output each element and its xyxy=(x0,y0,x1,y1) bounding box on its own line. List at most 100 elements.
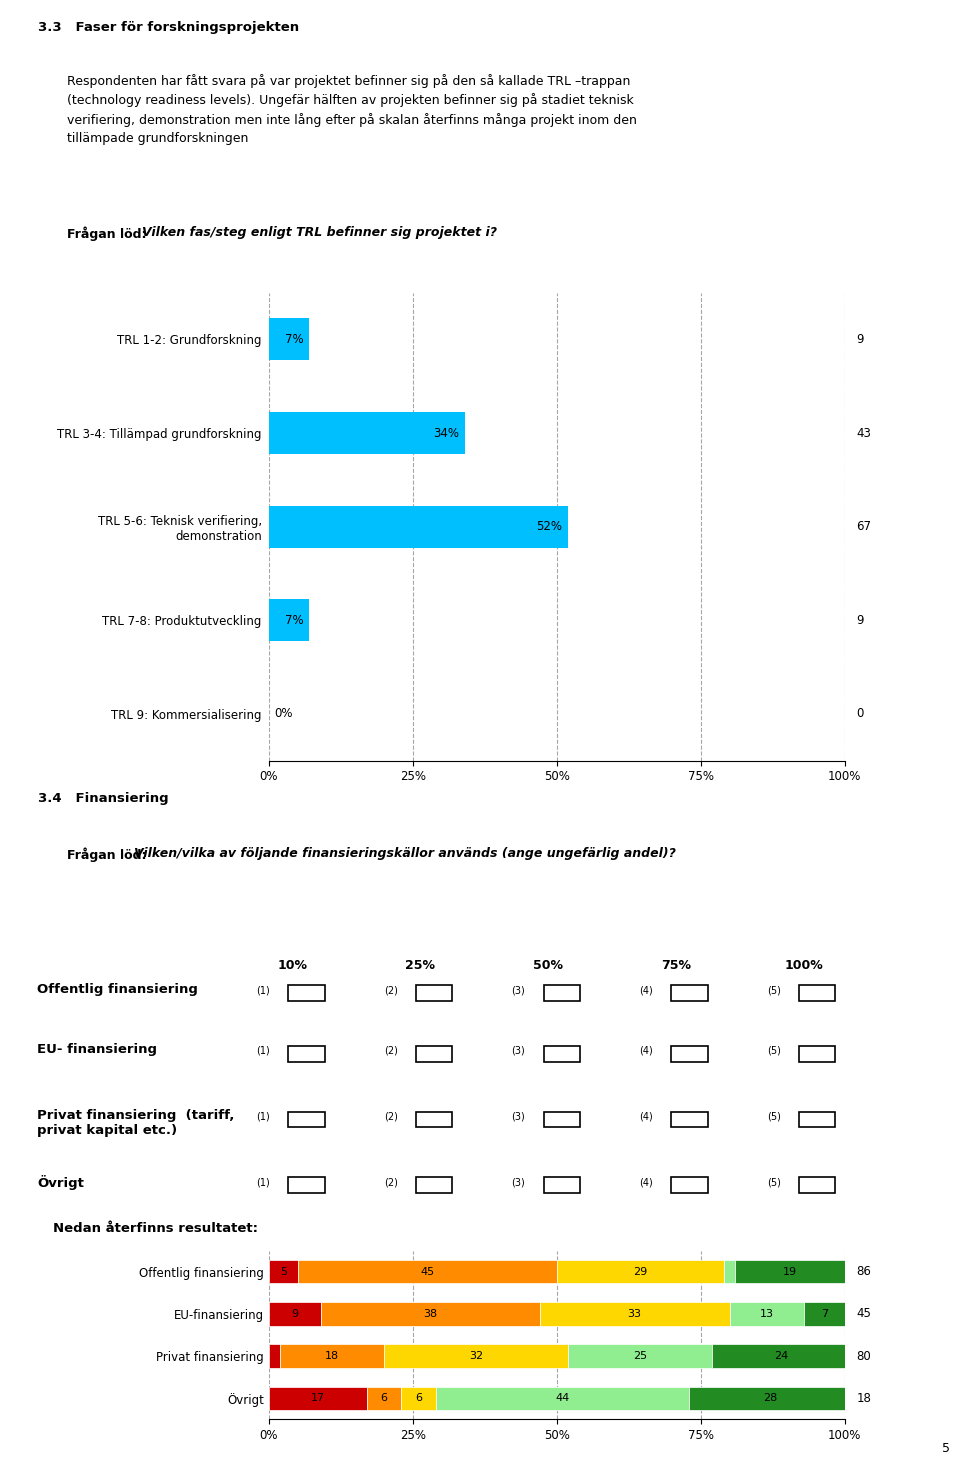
FancyBboxPatch shape xyxy=(671,1112,708,1128)
FancyBboxPatch shape xyxy=(671,1178,708,1194)
FancyBboxPatch shape xyxy=(543,1046,580,1062)
Text: (3): (3) xyxy=(512,985,525,995)
Text: 17: 17 xyxy=(311,1393,324,1403)
Text: 45: 45 xyxy=(856,1308,871,1321)
Text: Vilken/vilka av följande finansieringskällor används (ange ungefärlig andel)?: Vilken/vilka av följande finansieringskä… xyxy=(134,847,676,860)
Text: Övrigt: Övrigt xyxy=(37,1175,84,1189)
Text: 13: 13 xyxy=(760,1309,774,1320)
Text: 80: 80 xyxy=(856,1349,871,1362)
Text: Offentlig finansiering: Offentlig finansiering xyxy=(37,983,199,995)
Bar xyxy=(557,1260,724,1283)
Text: 7: 7 xyxy=(821,1309,828,1320)
FancyBboxPatch shape xyxy=(288,1046,324,1062)
Bar xyxy=(280,1344,384,1368)
Bar xyxy=(269,1260,298,1283)
Text: 25: 25 xyxy=(634,1350,647,1361)
Text: 100%: 100% xyxy=(784,958,823,971)
FancyBboxPatch shape xyxy=(288,985,324,1001)
FancyBboxPatch shape xyxy=(671,985,708,1001)
Text: 10%: 10% xyxy=(277,958,308,971)
FancyBboxPatch shape xyxy=(543,1178,580,1194)
Bar xyxy=(689,1387,851,1410)
FancyBboxPatch shape xyxy=(416,1046,452,1062)
Text: 67: 67 xyxy=(856,521,872,533)
FancyBboxPatch shape xyxy=(288,1178,324,1194)
Text: (4): (4) xyxy=(639,985,653,995)
Bar xyxy=(269,1302,321,1325)
Text: 86: 86 xyxy=(856,1265,871,1279)
Text: 6: 6 xyxy=(380,1393,388,1403)
Text: (3): (3) xyxy=(512,1178,525,1188)
Text: (2): (2) xyxy=(384,1046,397,1056)
Text: (1): (1) xyxy=(256,1178,270,1188)
Text: (2): (2) xyxy=(384,985,397,995)
Text: 5: 5 xyxy=(943,1443,950,1454)
Text: 18: 18 xyxy=(325,1350,339,1361)
Text: (2): (2) xyxy=(384,1112,397,1122)
Text: (1): (1) xyxy=(256,1046,270,1056)
Text: 7%: 7% xyxy=(285,334,303,345)
Text: 3.4   Finansiering: 3.4 Finansiering xyxy=(38,791,169,805)
FancyBboxPatch shape xyxy=(799,1112,835,1128)
Text: Vilken fas/steg enligt TRL befinner sig projektet i?: Vilken fas/steg enligt TRL befinner sig … xyxy=(142,227,497,240)
Text: (1): (1) xyxy=(256,1112,270,1122)
Text: (5): (5) xyxy=(767,985,780,995)
Text: 45: 45 xyxy=(420,1267,434,1277)
FancyBboxPatch shape xyxy=(288,1112,324,1128)
Text: Respondenten har fått svara på var projektet befinner sig på den så kallade TRL : Respondenten har fått svara på var proje… xyxy=(67,73,637,145)
Bar xyxy=(269,600,309,641)
FancyBboxPatch shape xyxy=(799,1046,835,1062)
Text: (5): (5) xyxy=(767,1046,780,1056)
Bar xyxy=(735,1260,845,1283)
Text: 6: 6 xyxy=(415,1393,422,1403)
Text: (4): (4) xyxy=(639,1112,653,1122)
Bar xyxy=(724,1260,735,1283)
FancyBboxPatch shape xyxy=(799,1178,835,1194)
Text: (5): (5) xyxy=(767,1112,780,1122)
Bar xyxy=(269,319,309,360)
Text: (4): (4) xyxy=(639,1046,653,1056)
Bar xyxy=(269,1387,367,1410)
FancyBboxPatch shape xyxy=(416,1178,452,1194)
Bar xyxy=(712,1344,851,1368)
Bar xyxy=(401,1387,436,1410)
Bar xyxy=(436,1387,689,1410)
FancyBboxPatch shape xyxy=(671,1046,708,1062)
Text: 5: 5 xyxy=(279,1267,287,1277)
Text: 3.3   Faser för forskningsprojekten: 3.3 Faser för forskningsprojekten xyxy=(38,20,300,34)
Text: 32: 32 xyxy=(469,1350,483,1361)
Bar xyxy=(568,1344,712,1368)
Text: 9: 9 xyxy=(291,1309,299,1320)
Bar xyxy=(269,1344,280,1368)
Text: 44: 44 xyxy=(556,1393,569,1403)
Text: 19: 19 xyxy=(783,1267,797,1277)
Text: (3): (3) xyxy=(512,1046,525,1056)
Text: 25%: 25% xyxy=(405,958,436,971)
Text: 7%: 7% xyxy=(285,614,303,626)
FancyBboxPatch shape xyxy=(543,1112,580,1128)
FancyBboxPatch shape xyxy=(799,985,835,1001)
Bar xyxy=(321,1302,540,1325)
Text: Nedan återfinns resultatet:: Nedan återfinns resultatet: xyxy=(53,1223,258,1235)
Text: 50%: 50% xyxy=(533,958,564,971)
Bar xyxy=(384,1344,568,1368)
Text: 52%: 52% xyxy=(537,521,563,533)
Text: 38: 38 xyxy=(423,1309,437,1320)
Text: (5): (5) xyxy=(767,1178,780,1188)
Text: (4): (4) xyxy=(639,1178,653,1188)
Bar xyxy=(804,1302,845,1325)
Text: 18: 18 xyxy=(856,1391,871,1404)
Text: 9: 9 xyxy=(856,334,864,345)
Text: (2): (2) xyxy=(384,1178,397,1188)
Text: (3): (3) xyxy=(512,1112,525,1122)
Bar xyxy=(367,1387,401,1410)
Bar xyxy=(730,1302,804,1325)
Bar xyxy=(298,1260,557,1283)
Text: 34%: 34% xyxy=(433,427,459,439)
Text: (1): (1) xyxy=(256,985,270,995)
Text: Frågan löd:: Frågan löd: xyxy=(67,847,151,862)
FancyBboxPatch shape xyxy=(416,1112,452,1128)
Text: 0: 0 xyxy=(856,708,864,720)
Text: 43: 43 xyxy=(856,427,871,439)
Text: 33: 33 xyxy=(628,1309,641,1320)
